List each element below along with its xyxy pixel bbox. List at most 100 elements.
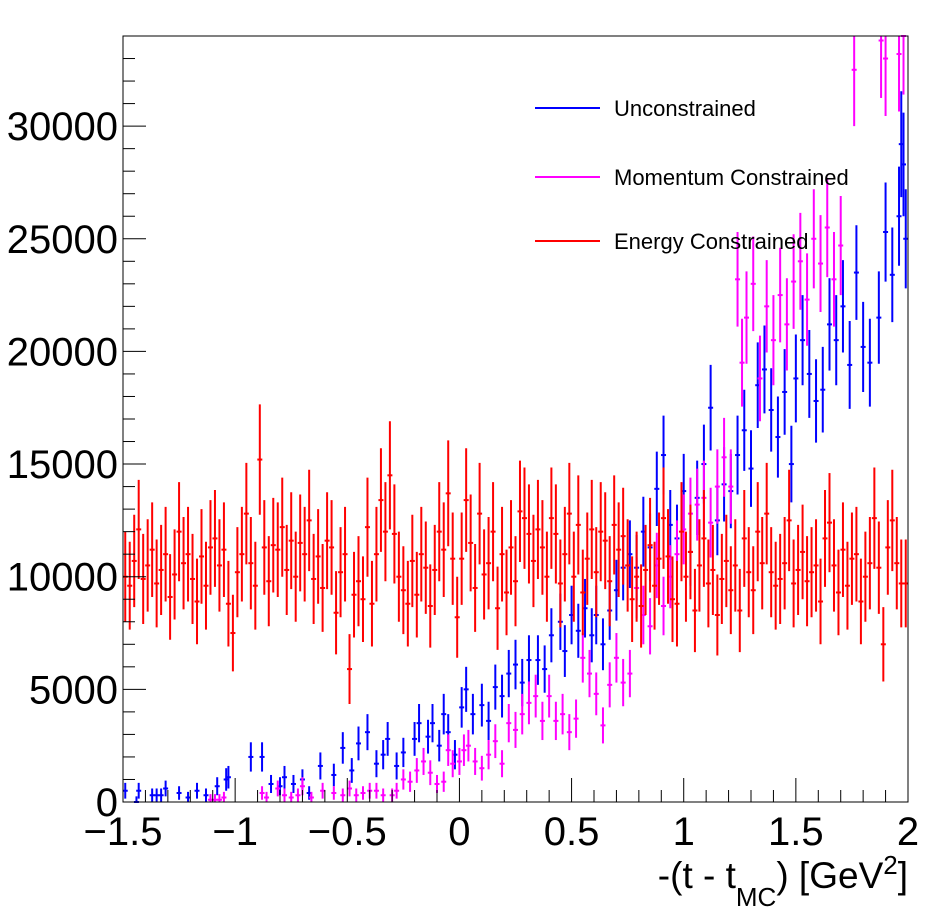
data-point bbox=[723, 514, 729, 608]
data-point bbox=[513, 639, 518, 690]
data-point bbox=[347, 780, 353, 797]
data-point bbox=[804, 253, 810, 346]
data-point bbox=[425, 719, 431, 754]
data-point bbox=[761, 325, 767, 414]
y-tick-label: 25000 bbox=[7, 218, 118, 262]
data-point bbox=[414, 758, 420, 783]
data-point bbox=[207, 794, 213, 802]
data-point bbox=[203, 788, 209, 802]
data-point bbox=[167, 554, 173, 640]
data-point bbox=[647, 497, 653, 593]
data-point bbox=[696, 519, 702, 612]
data-point bbox=[427, 760, 433, 786]
data-point bbox=[629, 556, 635, 643]
data-point bbox=[400, 737, 406, 768]
data-point bbox=[472, 747, 478, 775]
data-point bbox=[149, 502, 155, 597]
data-point bbox=[176, 482, 182, 582]
data-point bbox=[627, 649, 633, 698]
data-point bbox=[526, 635, 532, 685]
x-axis-label: -(t - tMC) [GeV2] bbox=[658, 850, 908, 912]
data-point bbox=[459, 687, 465, 728]
data-point bbox=[225, 560, 231, 647]
legend-entry: Unconstrained bbox=[535, 96, 756, 121]
data-point bbox=[308, 791, 314, 802]
data-point bbox=[207, 500, 213, 595]
data-point bbox=[903, 539, 909, 628]
data-point bbox=[562, 625, 568, 677]
data-point bbox=[131, 514, 137, 608]
data-point bbox=[400, 769, 406, 790]
data-point bbox=[851, 36, 857, 127]
data-point bbox=[248, 517, 254, 610]
data-point bbox=[463, 448, 469, 552]
data-point bbox=[687, 504, 693, 600]
data-point bbox=[867, 517, 873, 610]
data-point bbox=[661, 467, 667, 569]
data-point bbox=[560, 693, 566, 735]
y-tick-label: 30000 bbox=[7, 105, 118, 149]
data-point bbox=[194, 782, 200, 799]
data-point bbox=[867, 318, 873, 407]
data-point bbox=[154, 788, 160, 802]
data-point bbox=[600, 707, 606, 744]
data-point bbox=[643, 524, 649, 616]
data-point bbox=[450, 512, 456, 605]
data-point bbox=[860, 301, 866, 392]
data-point bbox=[421, 747, 427, 775]
data-point bbox=[607, 662, 613, 708]
data-point bbox=[382, 482, 388, 582]
data-point bbox=[584, 512, 590, 605]
data-point bbox=[883, 36, 889, 116]
data-point bbox=[472, 544, 478, 632]
data-point bbox=[741, 389, 747, 471]
data-point bbox=[647, 598, 653, 655]
data-point bbox=[432, 524, 438, 616]
data-point bbox=[777, 533, 783, 625]
data-point bbox=[468, 494, 474, 592]
data-point bbox=[479, 755, 485, 781]
data-point bbox=[387, 421, 393, 530]
data-point bbox=[634, 531, 640, 622]
data-point bbox=[136, 479, 142, 579]
data-point bbox=[573, 699, 579, 738]
data-point bbox=[380, 740, 386, 770]
data-point bbox=[315, 509, 321, 604]
data-point bbox=[548, 608, 554, 663]
data-point bbox=[818, 215, 824, 312]
y-tick-label: 5000 bbox=[29, 668, 118, 712]
data-point bbox=[701, 489, 707, 587]
data-point bbox=[800, 295, 806, 386]
data-point bbox=[212, 489, 218, 587]
data-point bbox=[546, 674, 552, 718]
data-point bbox=[331, 763, 337, 787]
data-point bbox=[517, 460, 523, 563]
data-point bbox=[284, 524, 290, 616]
axis-layer: −1.5 −1 −0.5 0 0.5 1 1.5 2 0 5000 10000 15000 20000 2… bbox=[7, 35, 919, 854]
x-axis-label-main: -(t - t bbox=[658, 855, 737, 896]
data-point bbox=[221, 791, 227, 802]
x-tick-label: 1.5 bbox=[768, 810, 824, 854]
data-point bbox=[122, 782, 128, 799]
data-point bbox=[853, 506, 859, 602]
data-point bbox=[342, 506, 348, 602]
data-point bbox=[461, 734, 467, 766]
data-point bbox=[542, 645, 548, 693]
data-point bbox=[566, 714, 572, 751]
data-point bbox=[721, 417, 727, 497]
data-point bbox=[513, 711, 518, 748]
data-point bbox=[259, 742, 265, 772]
data-point bbox=[373, 506, 379, 602]
data-point bbox=[214, 777, 220, 796]
data-point bbox=[694, 468, 700, 541]
data-point bbox=[759, 517, 765, 610]
data-point bbox=[470, 693, 476, 735]
data-point bbox=[813, 359, 819, 443]
data-point bbox=[901, 112, 907, 217]
data-point bbox=[268, 774, 274, 793]
data-point bbox=[216, 519, 222, 612]
data-point bbox=[486, 701, 492, 741]
data-point bbox=[777, 247, 783, 343]
x-axis-label-superscript: 2 bbox=[883, 850, 897, 880]
